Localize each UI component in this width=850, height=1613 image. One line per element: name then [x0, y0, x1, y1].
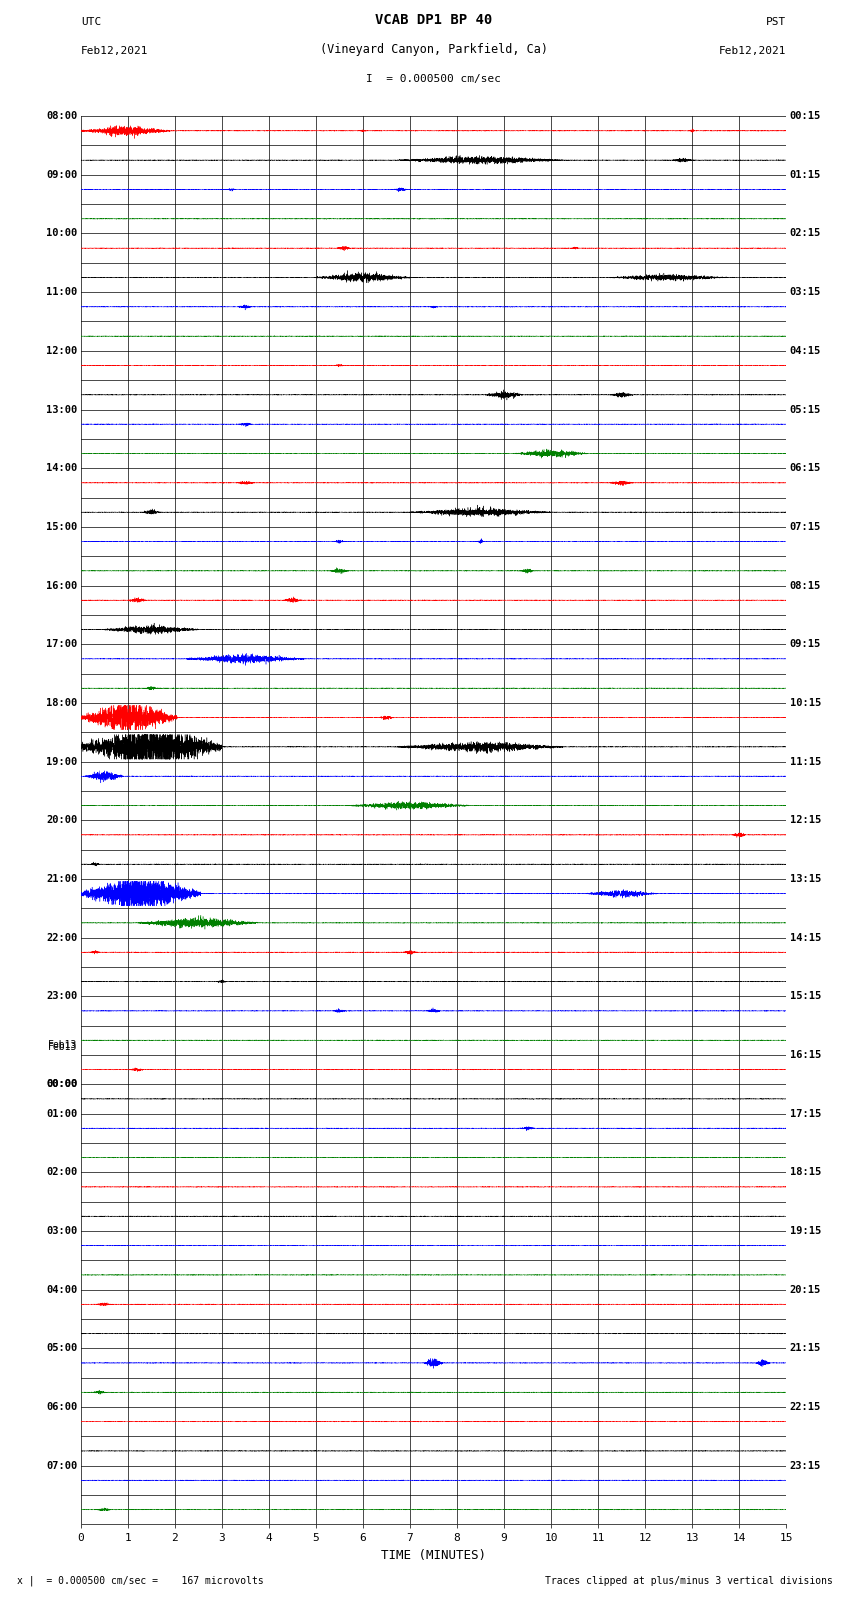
- Text: 12:15: 12:15: [790, 815, 821, 826]
- Text: 21:15: 21:15: [790, 1344, 821, 1353]
- Text: 13:00: 13:00: [46, 405, 77, 415]
- Text: 20:00: 20:00: [46, 815, 77, 826]
- Text: 16:00: 16:00: [46, 581, 77, 590]
- Text: (Vineyard Canyon, Parkfield, Ca): (Vineyard Canyon, Parkfield, Ca): [320, 44, 547, 56]
- Text: 07:00: 07:00: [46, 1461, 77, 1471]
- Text: 20:15: 20:15: [790, 1284, 821, 1295]
- Text: 11:15: 11:15: [790, 756, 821, 766]
- Text: 11:00: 11:00: [46, 287, 77, 297]
- Text: 00:00: 00:00: [46, 1079, 77, 1089]
- Text: 09:00: 09:00: [46, 169, 77, 179]
- Text: 22:15: 22:15: [790, 1402, 821, 1411]
- Text: 19:00: 19:00: [46, 756, 77, 766]
- Text: PST: PST: [766, 18, 786, 27]
- Text: 00:00: 00:00: [46, 1079, 77, 1089]
- Text: 18:15: 18:15: [790, 1168, 821, 1177]
- Text: 13:15: 13:15: [790, 874, 821, 884]
- Text: UTC: UTC: [81, 18, 101, 27]
- Text: 16:15: 16:15: [790, 1050, 821, 1060]
- Text: 01:00: 01:00: [46, 1108, 77, 1118]
- Text: 03:15: 03:15: [790, 287, 821, 297]
- Text: 05:15: 05:15: [790, 405, 821, 415]
- Text: 07:15: 07:15: [790, 523, 821, 532]
- Text: VCAB DP1 BP 40: VCAB DP1 BP 40: [375, 13, 492, 27]
- Text: 03:00: 03:00: [46, 1226, 77, 1236]
- Text: Feb12,2021: Feb12,2021: [719, 47, 786, 56]
- X-axis label: TIME (MINUTES): TIME (MINUTES): [381, 1548, 486, 1561]
- Text: 21:00: 21:00: [46, 874, 77, 884]
- Text: 02:15: 02:15: [790, 229, 821, 239]
- Text: 08:15: 08:15: [790, 581, 821, 590]
- Text: 15:00: 15:00: [46, 523, 77, 532]
- Text: Feb13: Feb13: [48, 1040, 77, 1050]
- Text: 14:15: 14:15: [790, 932, 821, 942]
- Text: 02:00: 02:00: [46, 1168, 77, 1177]
- Text: 14:00: 14:00: [46, 463, 77, 473]
- Text: 00:15: 00:15: [790, 111, 821, 121]
- Text: 10:00: 10:00: [46, 229, 77, 239]
- Text: Feb13: Feb13: [48, 1042, 77, 1052]
- Text: 22:00: 22:00: [46, 932, 77, 942]
- Text: 23:15: 23:15: [790, 1461, 821, 1471]
- Text: 08:00: 08:00: [46, 111, 77, 121]
- Text: 19:15: 19:15: [790, 1226, 821, 1236]
- Text: 12:00: 12:00: [46, 345, 77, 356]
- Text: I  = 0.000500 cm/sec: I = 0.000500 cm/sec: [366, 74, 501, 84]
- Text: x |  = 0.000500 cm/sec =    167 microvolts: x | = 0.000500 cm/sec = 167 microvolts: [17, 1576, 264, 1586]
- Text: 04:15: 04:15: [790, 345, 821, 356]
- Text: 06:15: 06:15: [790, 463, 821, 473]
- Text: 04:00: 04:00: [46, 1284, 77, 1295]
- Text: 05:00: 05:00: [46, 1344, 77, 1353]
- Text: 17:00: 17:00: [46, 639, 77, 648]
- Text: 17:15: 17:15: [790, 1108, 821, 1118]
- Text: 15:15: 15:15: [790, 992, 821, 1002]
- Text: Feb12,2021: Feb12,2021: [81, 47, 148, 56]
- Text: 06:00: 06:00: [46, 1402, 77, 1411]
- Text: Traces clipped at plus/minus 3 vertical divisions: Traces clipped at plus/minus 3 vertical …: [545, 1576, 833, 1586]
- Text: 23:00: 23:00: [46, 992, 77, 1002]
- Text: 09:15: 09:15: [790, 639, 821, 648]
- Text: 10:15: 10:15: [790, 698, 821, 708]
- Text: 01:15: 01:15: [790, 169, 821, 179]
- Text: 18:00: 18:00: [46, 698, 77, 708]
